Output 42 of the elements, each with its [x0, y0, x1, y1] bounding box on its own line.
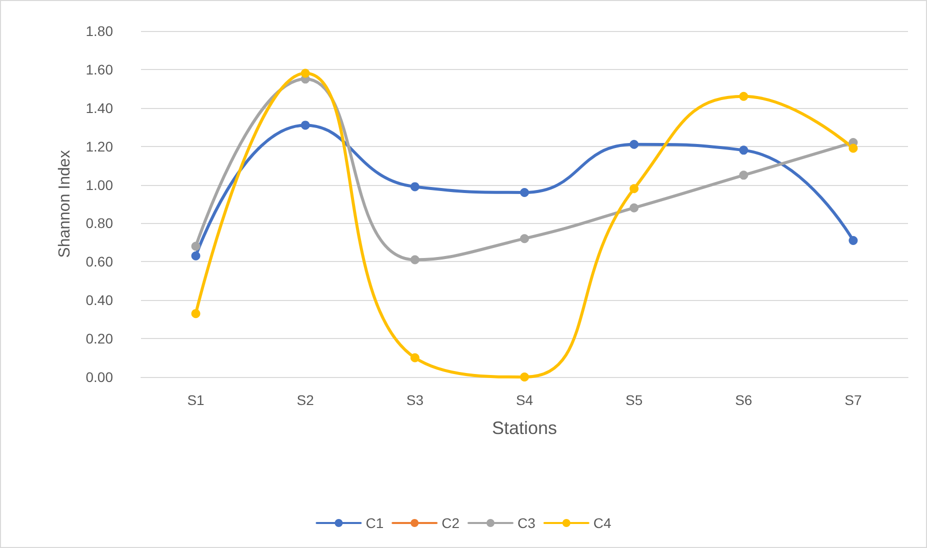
x-tick-label: S1: [187, 392, 205, 408]
point: [630, 184, 639, 194]
point: [191, 309, 200, 318]
x-tick-label: S2: [296, 392, 314, 408]
legend-label: C3: [518, 515, 536, 531]
x-axis-title: Stations: [492, 418, 558, 438]
y-tick-label: 0.60: [86, 254, 114, 270]
y-tick-label: 0.20: [86, 330, 114, 347]
x-tick-label: S6: [735, 392, 752, 408]
legend-label: C2: [442, 515, 460, 531]
y-axis-title: Shannon Index: [56, 150, 74, 258]
y-tick-label: 0.00: [86, 369, 114, 385]
point: [191, 242, 200, 251]
point: [410, 255, 420, 264]
point: [410, 353, 420, 362]
legend-label: C1: [366, 515, 384, 531]
y-tick-label: 1.20: [86, 138, 114, 154]
point: [630, 203, 639, 212]
point: [739, 146, 748, 155]
y-tick-label: 1.40: [86, 100, 114, 116]
y-tick-label: 1.00: [86, 176, 114, 193]
point: [300, 120, 310, 130]
legend-label: C4: [593, 515, 612, 531]
point: [848, 236, 858, 246]
x-tick-label: S3: [406, 392, 424, 408]
point: [191, 251, 200, 260]
point: [739, 170, 748, 180]
point: [848, 144, 858, 153]
point: [630, 140, 639, 149]
point: [410, 182, 420, 192]
point: [520, 372, 529, 382]
y-tick-label: 0.40: [86, 292, 114, 308]
x-tick-label: S5: [626, 392, 643, 408]
x-tick-label: S7: [844, 392, 862, 408]
y-tick-label: 0.80: [86, 215, 114, 232]
x-tick-label: S4: [516, 392, 534, 408]
y-tick-label: 1.60: [86, 61, 114, 78]
point: [520, 188, 529, 197]
y-tick-label: 1.80: [86, 23, 114, 39]
point: [739, 92, 748, 101]
point: [300, 68, 310, 78]
point: [520, 234, 529, 244]
